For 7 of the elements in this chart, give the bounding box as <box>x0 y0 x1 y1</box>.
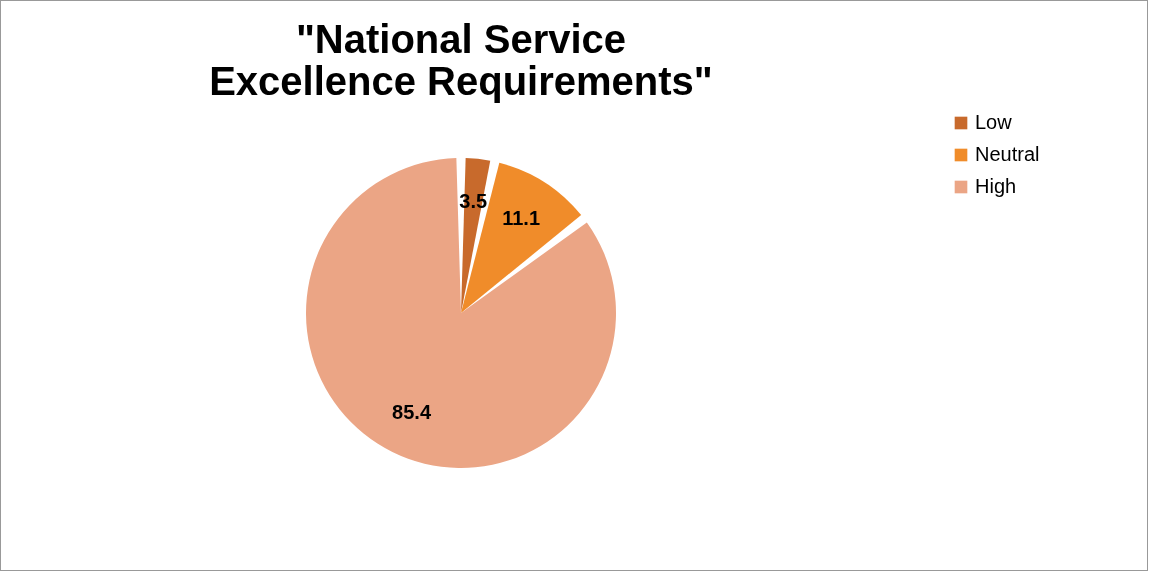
legend-label: High <box>975 175 1017 197</box>
pie-slice <box>461 162 582 313</box>
data-label: 11.1 <box>502 206 541 229</box>
data-label: 85.4 <box>392 401 432 424</box>
legend-label: Low <box>975 111 1013 133</box>
chart-title: "National Service Excellence Requirements" <box>209 17 713 103</box>
legend-label: Neutral <box>975 143 1040 165</box>
